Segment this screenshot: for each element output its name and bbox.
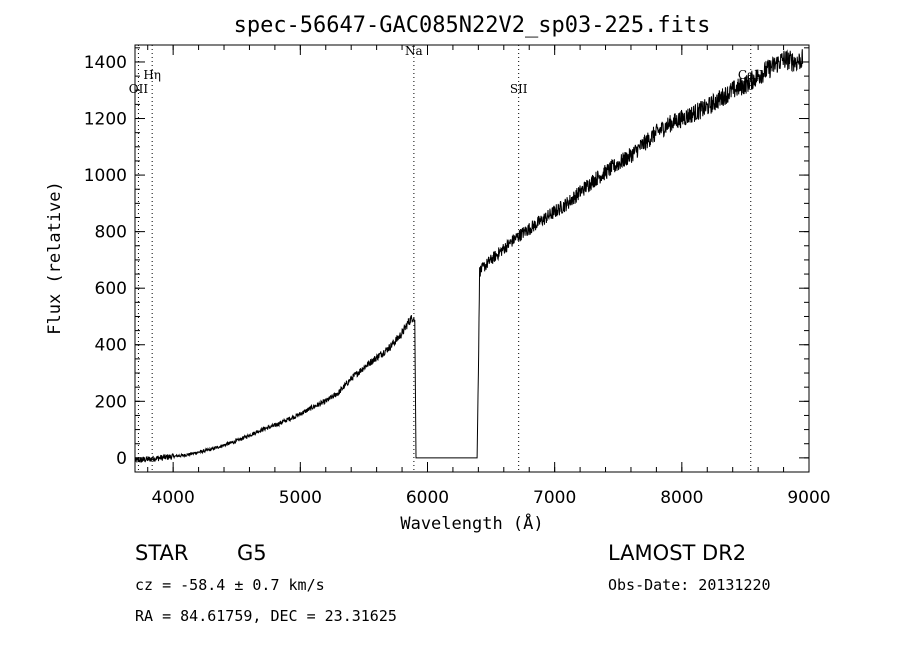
line-marker-label: Hη <box>143 68 161 82</box>
spectrum-series <box>134 49 804 463</box>
plot-frame <box>134 44 810 473</box>
y-tick-label: 1000 <box>84 166 127 186</box>
object-class: STAR <box>135 541 188 565</box>
survey-name: LAMOST DR2 <box>608 541 746 565</box>
line-marker-label: OII <box>129 82 149 96</box>
x-tick-labels: 4000 5000 6000 7000 8000 9000 <box>152 488 831 508</box>
x-tick-label: 9000 <box>787 488 830 508</box>
x-tick-label: 6000 <box>406 488 449 508</box>
y-tick-label: 1400 <box>84 53 127 73</box>
redshift-line: cz = -58.4 ± 0.7 km/s <box>135 576 325 594</box>
chart-title: spec-56647-GAC085N22V2_sp03-225.fits <box>234 13 711 38</box>
line-marker-label: SII <box>510 82 528 96</box>
y-tick-label: 1200 <box>84 110 127 130</box>
y-axis-label: Flux (relative) <box>45 181 65 335</box>
line-marker-label: Na <box>405 44 423 58</box>
x-tick-label: 4000 <box>152 488 195 508</box>
y-tick-labels: 0 200 400 600 800 1000 1200 1400 <box>84 53 127 469</box>
y-tick-label: 600 <box>95 279 127 299</box>
x-tick-label: 8000 <box>660 488 703 508</box>
y-tick-label: 800 <box>95 223 127 243</box>
tick-marks <box>135 45 810 473</box>
spectrum-line <box>134 49 804 463</box>
x-tick-label: 7000 <box>533 488 576 508</box>
object-subclass: G5 <box>237 541 267 565</box>
coordinates: RA = 84.61759, DEC = 23.31625 <box>135 607 397 625</box>
x-axis-label: Wavelength (Å) <box>400 512 543 534</box>
y-tick-label: 0 <box>116 449 127 469</box>
y-tick-label: 200 <box>95 392 127 412</box>
obs-date: Obs-Date: 20131220 <box>608 576 771 594</box>
x-tick-label: 5000 <box>279 488 322 508</box>
y-tick-label: 400 <box>95 336 127 356</box>
